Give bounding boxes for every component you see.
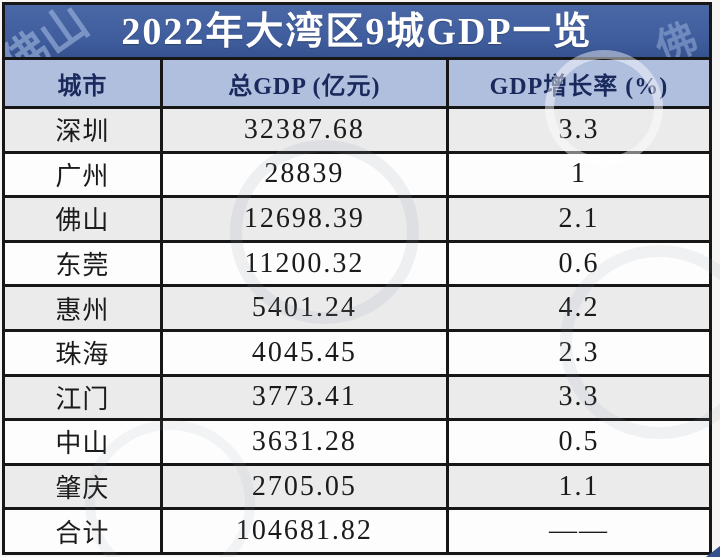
city-cell: 肇庆 <box>55 474 110 504</box>
gdp-cell: 3631.28 <box>159 421 446 463</box>
growth-cell: 3.3 <box>445 376 709 419</box>
table-title: 2022年大湾区9城GDP一览 <box>121 11 593 53</box>
table-row: 佛山 12698.39 2.1 <box>5 195 709 240</box>
column-header-city: 城市 <box>57 73 108 100</box>
city-cell: 中山 <box>55 429 110 459</box>
table-header-row: 城市 总GDP (亿元) GDP增长率 (%) <box>5 57 709 106</box>
gdp-cell: 5401.24 <box>159 287 446 329</box>
table-row: 深圳 32387.68 3.3 <box>5 106 709 151</box>
city-cell: 广州 <box>55 161 110 191</box>
growth-cell: 2.3 <box>445 331 709 374</box>
gdp-cell: 28839 <box>159 153 446 196</box>
table-body: 深圳 32387.68 3.3 广州 28839 1 佛山 12698.39 2… <box>5 106 709 552</box>
table-title-bar: 佛山 佛 2022年大湾区9城GDP一览 <box>5 5 709 57</box>
gdp-cell: 3773.41 <box>159 376 446 419</box>
gdp-cell: 11200.32 <box>159 242 446 285</box>
city-cell: 江门 <box>55 384 110 414</box>
city-cell: 合计 <box>55 518 110 548</box>
table-row: 合计 104681.82 —— <box>5 507 709 552</box>
growth-cell: 0.5 <box>445 421 709 463</box>
table-row: 惠州 5401.24 4.2 <box>5 284 709 329</box>
city-cell: 东莞 <box>55 251 110 281</box>
table-row: 东莞 11200.32 0.6 <box>5 239 709 285</box>
table-row: 珠海 4045.45 2.3 <box>5 328 709 374</box>
gdp-table-card: 佛山 佛 2022年大湾区9城GDP一览 城市 总GDP (亿元) GDP增长率… <box>2 2 712 555</box>
table-row: 广州 28839 1 <box>5 150 709 196</box>
gdp-cell: 12698.39 <box>159 198 446 240</box>
gdp-cell: 32387.68 <box>159 109 446 151</box>
gdp-cell: 104681.82 <box>159 510 446 552</box>
table-row: 中山 3631.28 0.5 <box>5 418 709 463</box>
watermark-top-left: 佛山 <box>5 5 98 57</box>
growth-cell: 0.6 <box>445 242 709 285</box>
growth-cell: —— <box>445 510 709 552</box>
growth-cell: 2.1 <box>445 198 709 240</box>
table-row: 江门 3773.41 3.3 <box>5 373 709 419</box>
gdp-cell: 4045.45 <box>159 331 446 374</box>
city-cell: 珠海 <box>55 340 110 370</box>
city-cell: 佛山 <box>55 206 110 236</box>
corner-graphic <box>706 546 720 557</box>
growth-cell: 3.3 <box>445 109 709 151</box>
gdp-cell: 2705.05 <box>159 465 446 508</box>
column-header-gdp: 总GDP (亿元) <box>159 60 446 106</box>
table-row: 肇庆 2705.05 1.1 <box>5 462 709 508</box>
column-header-growth: GDP增长率 (%) <box>445 60 709 106</box>
city-cell: 深圳 <box>55 117 110 147</box>
growth-cell: 1.1 <box>445 465 709 508</box>
city-cell: 惠州 <box>55 295 110 325</box>
growth-cell: 1 <box>445 153 709 196</box>
watermark-top-right: 佛 <box>649 14 704 57</box>
growth-cell: 4.2 <box>445 287 709 329</box>
